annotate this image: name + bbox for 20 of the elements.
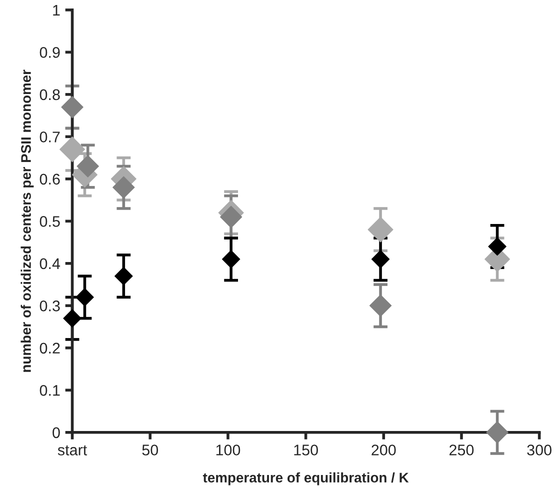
y-tick-label: 0.4 — [40, 258, 60, 270]
y-tick-label: 0.1 — [40, 385, 60, 396]
x-tick-label: 100 — [216, 444, 240, 456]
x-tick-label: 200 — [372, 444, 396, 456]
x-tick-label: 50 — [142, 444, 158, 456]
x-tick-label: 300 — [527, 444, 552, 456]
x-tick-label: start — [58, 445, 88, 456]
y-tick-label: 0.7 — [40, 132, 60, 142]
y-tick-label: 0.3 — [40, 300, 60, 312]
x-axis-title: temperature of equilibration / K — [202, 472, 409, 486]
y-tick-label: 0.5 — [40, 216, 60, 227]
x-tick-label: 150 — [294, 444, 318, 456]
y-axis-title: number of oxidized centers per PSII monomer — [20, 70, 34, 372]
y-tick-label: 0.9 — [40, 47, 60, 58]
y-tick-label: 0.8 — [40, 89, 60, 100]
y-tick-label: 0.6 — [40, 174, 60, 185]
y-tick-label: 0 — [52, 427, 60, 438]
y-tick-label: 0.2 — [40, 342, 60, 354]
y-tick-label: 1 — [53, 4, 60, 16]
x-tick-label: 250 — [450, 444, 474, 456]
